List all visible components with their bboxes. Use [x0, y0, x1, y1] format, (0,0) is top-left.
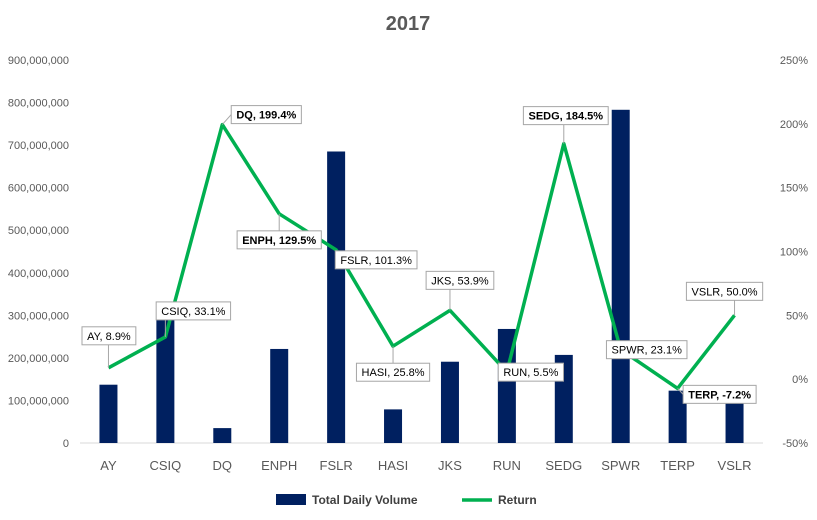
bar: [384, 409, 403, 443]
bar: [156, 310, 175, 443]
callout-box: [682, 384, 757, 404]
x-tick-label: FSLR: [320, 458, 353, 473]
y-left-tick-label: 700,000,000: [8, 140, 69, 152]
x-tick-label: TERP: [660, 458, 695, 473]
callout-leader: [221, 114, 232, 125]
bar: [327, 151, 346, 443]
callout-box: [155, 301, 232, 321]
x-tick-label: ENPH: [261, 458, 297, 473]
x-tick-label: JKS: [438, 458, 462, 473]
y-left-tick-label: 0: [63, 438, 69, 450]
x-tick-label: SEDG: [545, 458, 582, 473]
y-right-tick-label: 250%: [780, 55, 808, 67]
chart-title: 2017: [386, 13, 431, 35]
callout-box: [522, 106, 609, 126]
y-left-tick-label: 400,000,000: [8, 268, 69, 280]
y-left-tick-label: 500,000,000: [8, 225, 69, 237]
data-label: SEDG, 184.5%: [528, 111, 603, 123]
data-label: AY, 8.9%: [87, 331, 131, 343]
bar: [611, 109, 630, 443]
callout-box: [230, 105, 302, 125]
bar: [213, 428, 232, 443]
x-tick-label: HASI: [378, 458, 408, 473]
y-right-tick-label: 200%: [780, 119, 808, 131]
data-label: DQ, 199.4%: [236, 110, 296, 122]
callout-box: [355, 362, 431, 382]
y-right-tick-label: 50%: [786, 310, 808, 322]
callout-box: [685, 281, 764, 301]
callout-box: [236, 230, 322, 250]
data-label: RUN, 5.5%: [503, 367, 558, 379]
data-label: SPWR, 23.1%: [612, 345, 683, 357]
legend-swatch-volume: [276, 494, 306, 505]
callout-leader: [677, 388, 684, 395]
callout-box: [425, 270, 495, 290]
x-tick-label: CSIQ: [149, 458, 181, 473]
x-tick-label: AY: [100, 458, 117, 473]
data-label: FSLR, 101.3%: [340, 255, 412, 267]
x-tick-label: SPWR: [601, 458, 640, 473]
y-right-tick-label: 150%: [780, 183, 808, 195]
y-left-tick-label: 200,000,000: [8, 353, 69, 365]
data-label: HASI, 25.8%: [362, 367, 425, 379]
y-right-tick-label: 100%: [780, 247, 808, 259]
data-label: JKS, 53.9%: [431, 275, 489, 287]
x-tick-label: DQ: [213, 458, 233, 473]
y-left-tick-label: 600,000,000: [8, 183, 69, 195]
callout-box: [497, 362, 564, 382]
bar: [270, 348, 289, 443]
y-left-tick-label: 900,000,000: [8, 55, 69, 67]
y-left-tick-label: 800,000,000: [8, 98, 69, 110]
y-right-tick-label: 0%: [792, 374, 808, 386]
x-tick-label: VSLR: [718, 458, 752, 473]
callout-box: [81, 326, 137, 346]
y-left-tick-label: 300,000,000: [8, 310, 69, 322]
data-label: VSLR, 50.0%: [692, 286, 758, 298]
bar: [440, 361, 459, 443]
data-label: TERP, -7.2%: [688, 389, 751, 401]
callout-box: [605, 340, 688, 360]
y-right-tick-label: -50%: [782, 438, 808, 450]
callout-box: [334, 250, 418, 270]
bar: [668, 390, 687, 443]
y-left-tick-label: 100,000,000: [8, 395, 69, 407]
legend-label: Total Daily Volume: [312, 493, 418, 507]
data-label: CSIQ, 33.1%: [161, 306, 225, 318]
bar: [99, 384, 118, 443]
bar: [725, 397, 744, 443]
data-label: ENPH, 129.5%: [242, 235, 316, 247]
legend-label: Return: [498, 493, 537, 507]
x-tick-label: RUN: [493, 458, 521, 473]
